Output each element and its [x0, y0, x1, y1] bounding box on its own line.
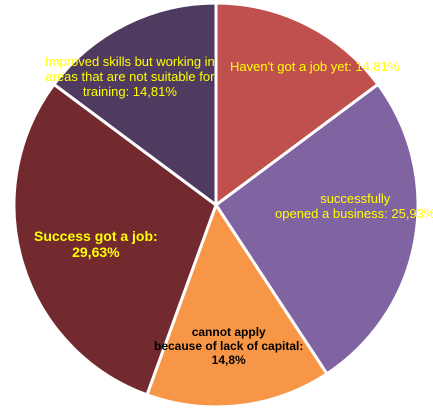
slice-label-opened-business: successfully opened a business: 25,93% — [275, 191, 433, 221]
slice-improved-skills — [51, 1, 218, 208]
slice-label-success-got-job: Success got a job: 29,63% — [34, 228, 158, 261]
slice-success-got-job — [12, 82, 218, 397]
slice-label-improved-skills: Improved skills but working in areas tha… — [45, 54, 215, 99]
slice-label-not-got-job: Haven't got a job yet: 14,81% — [230, 59, 400, 74]
slice-opened-business — [213, 82, 420, 376]
slice-lack-of-capital — [145, 201, 329, 409]
slice-label-lack-of-capital: cannot apply because of lack of capital:… — [154, 325, 304, 367]
slice-not-got-job — [214, 1, 381, 208]
